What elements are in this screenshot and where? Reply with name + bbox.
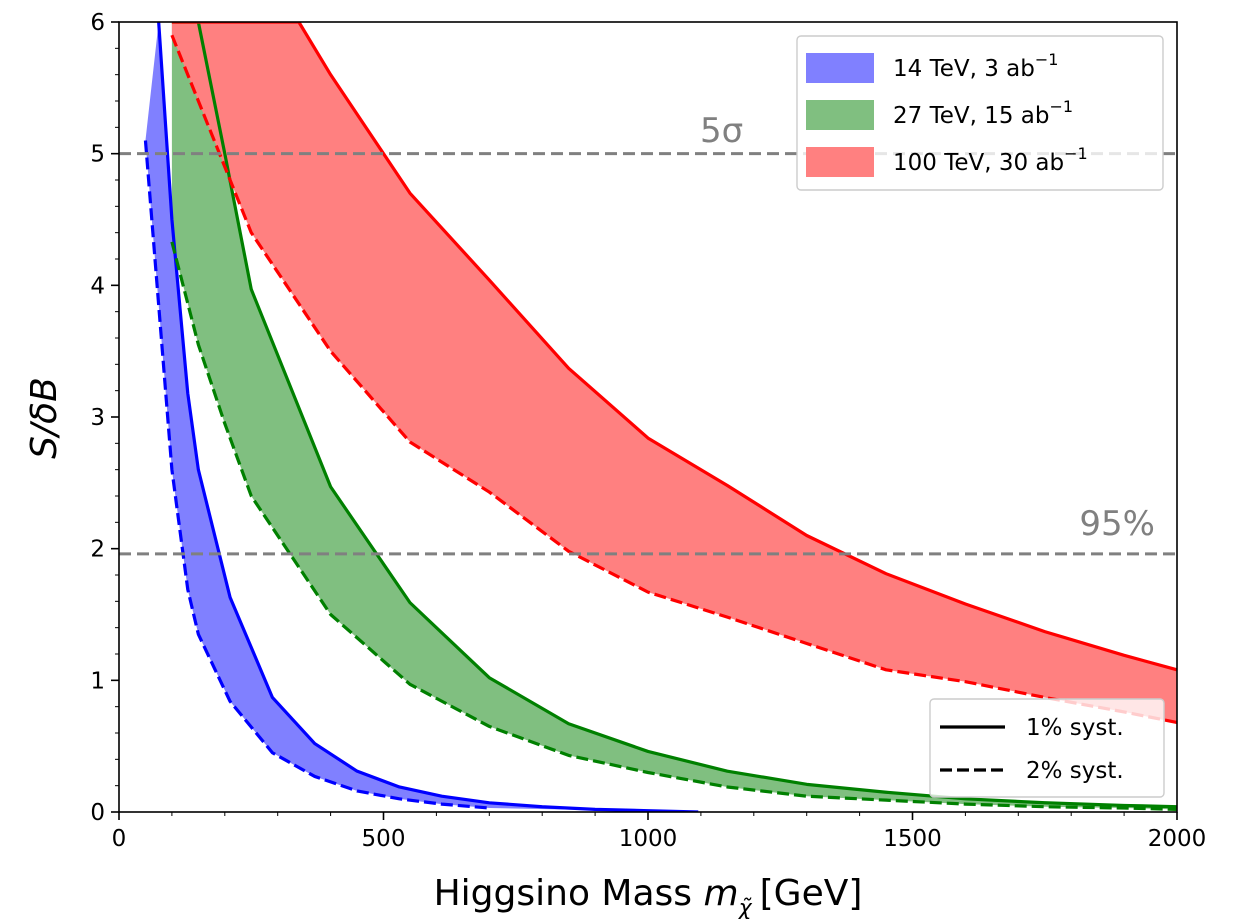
syst-legend-label-2: 2% syst.	[1026, 758, 1124, 784]
y-tick-label: 0	[90, 800, 105, 826]
y-tick-label: 1	[90, 668, 105, 694]
reference-lines-layer	[119, 152, 1177, 556]
legend-swatch-2	[806, 100, 874, 130]
y-tick-label: 2	[90, 537, 105, 563]
reference-line-label-2: 95%	[1079, 504, 1155, 544]
x-axis-label: Higgsino Mass mχ̃ [GeV]	[434, 873, 863, 919]
reference-line-labels: 5σ 95%	[700, 111, 1155, 544]
y-axis-label: S/δB	[24, 377, 65, 459]
legend-swatch-3	[806, 147, 874, 177]
x-tick-label: 500	[362, 826, 406, 852]
series-1-upper-line	[157, 22, 699, 812]
x-tick-label: 1500	[883, 826, 942, 852]
bands-layer	[143, 22, 1177, 812]
y-tick-label: 3	[90, 405, 105, 431]
energy-legend-box	[796, 35, 1164, 191]
x-axis-ticks: 0 500 1000 1500 2000	[112, 812, 1207, 852]
reference-line-label-1: 5σ	[700, 111, 743, 151]
syst-legend-label-1: 1% syst.	[1026, 715, 1124, 741]
y-tick-label: 6	[90, 10, 105, 36]
series-2-upper-line	[171, 22, 1177, 809]
series-3-band	[171, 22, 1177, 723]
y-tick-label: 4	[90, 273, 105, 299]
legend-label-2: 27 TeV, 15 ab−1	[893, 97, 1073, 129]
x-tick-label: 2000	[1148, 826, 1207, 852]
series-2-lower-line	[170, 241, 1177, 811]
series-3-lower-line	[170, 34, 1177, 725]
x-tick-label: 0	[112, 826, 127, 852]
x-tick-label: 1000	[619, 826, 678, 852]
x-axis-label-symbol: m	[704, 873, 739, 914]
legend-label-1: 14 TeV, 3 ab−1	[893, 50, 1058, 82]
legend-swatch-1	[806, 53, 874, 83]
x-axis-label-text: Higgsino Mass	[434, 873, 692, 914]
systematics-legend-box	[929, 698, 1165, 798]
y-tick-label: 5	[90, 142, 105, 168]
energy-legend: 14 TeV, 3 ab−1 27 TeV, 15 ab−1 100 TeV, 30…	[796, 35, 1164, 191]
systematics-legend: 1% syst. 2% syst.	[929, 698, 1165, 798]
series-1-lower-line	[143, 140, 490, 810]
x-axis-label-unit: [GeV]	[760, 873, 863, 914]
legend-label-3: 100 TeV, 30 ab−1	[893, 144, 1088, 176]
series-3-upper-line	[171, 22, 1177, 672]
y-axis-ticks: 0 1 2 3 4 5 6	[90, 10, 119, 826]
x-axis-label-subscript: χ̃	[738, 896, 753, 919]
